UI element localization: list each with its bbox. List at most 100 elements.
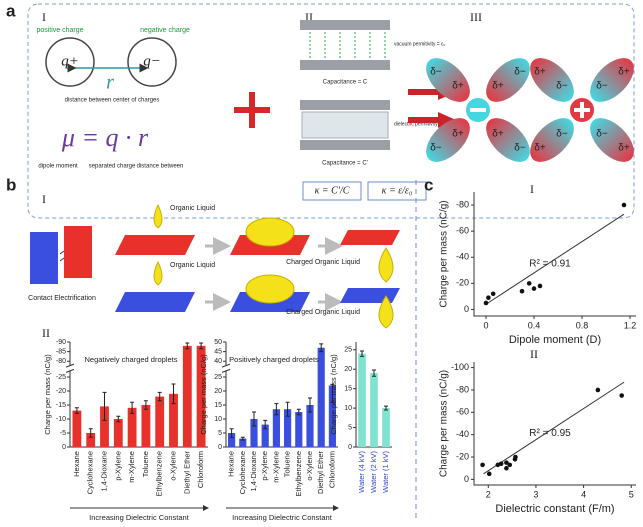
delta: δ−	[514, 67, 526, 78]
y-tick-label: -10	[56, 416, 66, 423]
positive-charge: positive charge	[36, 27, 83, 34]
x-tick-label: m-Xylene	[127, 451, 136, 483]
delta: δ+	[534, 67, 546, 78]
y-tick-label: 25	[344, 347, 352, 354]
roman: II	[305, 10, 313, 24]
error-bar	[330, 383, 335, 403]
y-tick-label: 10	[214, 416, 222, 423]
error-bar	[229, 428, 234, 438]
molecule	[590, 58, 634, 102]
bar	[127, 407, 137, 447]
point	[504, 460, 509, 465]
error-bar	[171, 383, 176, 405]
slab	[340, 288, 400, 303]
q-plus: q+	[61, 53, 79, 69]
y-tick-label: -20	[456, 451, 469, 461]
delta: δ+	[534, 143, 546, 154]
error-bar	[263, 419, 268, 430]
y-tick-label: -80	[456, 199, 469, 209]
y-tick-label: 25	[214, 374, 222, 381]
bar	[295, 412, 303, 447]
error-bar	[285, 401, 290, 417]
contact-plate	[64, 226, 92, 278]
x-tick-label: 0.8	[576, 320, 589, 330]
error-bar	[88, 428, 93, 438]
bar	[284, 409, 292, 447]
point	[595, 387, 601, 393]
plate	[300, 140, 390, 150]
x-tick-label: Ethylbenzene	[294, 451, 303, 496]
contact-label: Contact Electrification	[28, 295, 96, 302]
x-axis-label: Dipole moment (D)	[509, 334, 601, 346]
x-tick-label: Ethylbenzene	[155, 451, 164, 496]
x-axis-label: Increasing Dielectric Constant	[232, 513, 333, 522]
charged-liquid: Charged Organic Liquid	[286, 259, 360, 266]
q-minus: q−	[143, 53, 161, 69]
point	[507, 462, 513, 468]
delta: δ+	[452, 81, 464, 92]
error-bar	[185, 342, 190, 350]
y-tick-label: 5	[218, 430, 222, 437]
error-bar	[199, 342, 204, 350]
error-bar	[274, 403, 279, 416]
point	[483, 300, 489, 306]
roman: II	[42, 326, 50, 340]
error-bar	[296, 408, 301, 416]
error-bar	[252, 411, 256, 427]
panel-label: b	[6, 175, 16, 194]
bar	[100, 406, 109, 447]
x-tick-label: Chloroform	[327, 451, 336, 488]
bar	[306, 405, 314, 447]
x-axis-label: Dielectric constant (F/m)	[495, 503, 614, 515]
y-tick-label: 45	[214, 348, 222, 355]
x-tick-label: m-Xylene	[271, 451, 280, 483]
point	[498, 461, 504, 467]
error-bar	[372, 369, 376, 377]
droplet	[245, 217, 295, 247]
charge	[45, 37, 95, 87]
x-tick-label: 4	[581, 489, 586, 499]
x-tick-label: 0	[483, 320, 488, 330]
y-tick-label: 15	[344, 386, 352, 393]
axis-break	[221, 363, 231, 373]
bar	[261, 424, 269, 447]
roman: I	[530, 182, 534, 196]
delta: δ−	[596, 129, 608, 140]
droplet	[153, 203, 163, 229]
roman: II	[530, 347, 538, 361]
roman: I	[42, 192, 46, 206]
x-tick-label: 3	[533, 489, 538, 499]
axis-break	[222, 366, 230, 371]
y-axis-label: Charge per mass (nC/g)	[439, 370, 450, 477]
y-tick-label: 0	[464, 474, 469, 484]
delta: δ+	[492, 129, 504, 140]
x-tick-label: Water (1 kV)	[381, 450, 390, 492]
annotation: R² = 0.95	[529, 428, 571, 439]
axis-break	[66, 366, 74, 371]
fit-line	[483, 381, 625, 475]
bar	[370, 373, 378, 447]
droplet	[378, 247, 394, 283]
x-tick-label: Cyclohexane	[86, 451, 95, 494]
error-bar	[240, 436, 245, 441]
delta: δ−	[556, 129, 568, 140]
vacuum: vacuum permitivity = ε₀	[394, 41, 445, 47]
negative-charge: negative charge	[140, 27, 190, 34]
point	[537, 283, 543, 289]
point	[526, 281, 532, 286]
x-tick-label: 5	[629, 489, 634, 499]
y-tick-label: 0	[348, 444, 352, 451]
panel-label: a	[6, 1, 16, 20]
slab	[340, 230, 400, 245]
molecule	[426, 58, 470, 102]
r: r	[106, 72, 114, 94]
bar	[250, 419, 258, 447]
x-tick-label: 0.4	[528, 320, 541, 330]
bar	[155, 396, 165, 447]
arrow	[408, 89, 440, 123]
bar	[328, 385, 336, 447]
y-tick-label: 15	[214, 402, 222, 409]
bar	[196, 345, 206, 447]
point	[531, 286, 537, 291]
